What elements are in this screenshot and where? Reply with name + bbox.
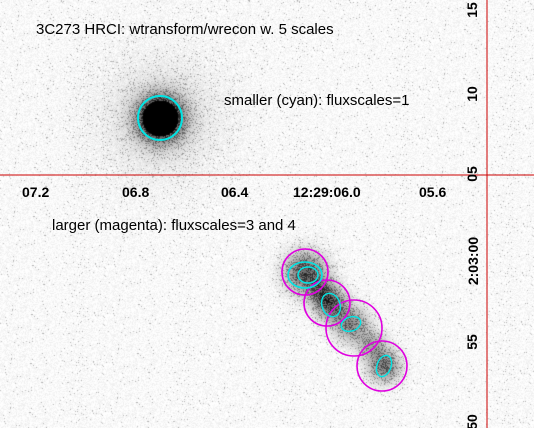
magenta-legend-note: larger (magenta): fluxscales=3 and 4 bbox=[52, 217, 296, 234]
cyan-region-core[interactable] bbox=[137, 95, 183, 141]
cyan-region-jet-4[interactable] bbox=[339, 314, 363, 334]
magenta-region-2[interactable] bbox=[303, 279, 351, 327]
ra-tick-label: 06.4 bbox=[221, 184, 249, 200]
ra-tick-label: 06.8 bbox=[122, 184, 150, 200]
dec-tick-label: 10 bbox=[464, 86, 480, 102]
dec-tick-label: 55 bbox=[464, 334, 480, 350]
ra-tick-label: 05.6 bbox=[419, 184, 447, 200]
ra-tick-label: 07.2 bbox=[22, 184, 50, 200]
ra-tick-label: 12:29:06.0 bbox=[293, 184, 361, 200]
cyan-region-jet-5[interactable] bbox=[374, 353, 395, 378]
dec-tick-label: 50 bbox=[464, 414, 480, 428]
magenta-region-3[interactable] bbox=[325, 299, 383, 357]
cyan-region-jet-1[interactable] bbox=[287, 261, 323, 289]
dec-tick-label: 2:03:00 bbox=[465, 236, 481, 286]
dec-tick-label: 15 bbox=[464, 2, 480, 18]
dec-tick-label: 05 bbox=[464, 166, 480, 182]
cyan-region-jet-2[interactable] bbox=[297, 266, 319, 284]
image-title: 3C273 HRCI: wtransform/wrecon w. 5 scale… bbox=[36, 21, 334, 38]
cyan-legend-note: smaller (cyan): fluxscales=1 bbox=[224, 92, 410, 109]
magenta-region-4[interactable] bbox=[356, 340, 408, 392]
cyan-region-jet-3[interactable] bbox=[318, 291, 343, 320]
